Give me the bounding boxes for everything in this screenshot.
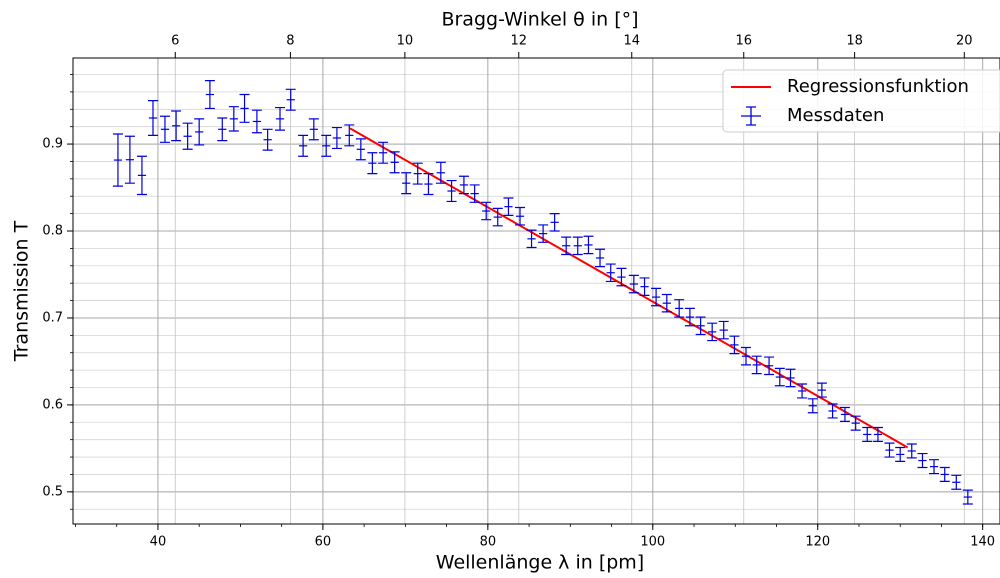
- y-tick-label: 0.7: [42, 310, 63, 325]
- legend-label: Regressionsfunktion: [787, 76, 969, 97]
- x2-tick-label: 18: [846, 34, 863, 49]
- regression-line: [349, 127, 909, 449]
- y-tick-label: 0.5: [42, 484, 63, 499]
- x-tick-label: 40: [150, 535, 167, 550]
- x-axis-label: Wellenlänge λ in [pm]: [436, 552, 644, 574]
- x2-tick-label: 12: [510, 34, 527, 49]
- legend-swatch: [741, 106, 761, 126]
- x2-tick-label: 14: [623, 34, 640, 49]
- x-tick-label: 60: [315, 535, 332, 550]
- legend-box: [722, 69, 1000, 133]
- x2-tick-label: 20: [956, 34, 973, 49]
- y-tick-label: 0.8: [42, 224, 63, 239]
- x-tick-label: 120: [805, 535, 830, 550]
- plot-frame: [72, 57, 1000, 525]
- x2-tick-label: 6: [171, 34, 179, 49]
- x-tick-label: 100: [640, 535, 665, 550]
- x-tick-label: 80: [480, 535, 497, 550]
- legend-label: Messdaten: [787, 105, 884, 126]
- y-tick-label: 0.6: [42, 397, 63, 412]
- x2-tick-label: 8: [286, 34, 294, 49]
- x-tick-label: 140: [970, 535, 995, 550]
- x2-axis-label: Bragg-Winkel θ in [°]: [441, 9, 638, 31]
- y-tick-label: 0.9: [42, 137, 63, 152]
- y-axis-label: Transmission T: [11, 220, 33, 362]
- x2-tick-label: 16: [735, 34, 752, 49]
- x2-tick-label: 10: [397, 34, 414, 49]
